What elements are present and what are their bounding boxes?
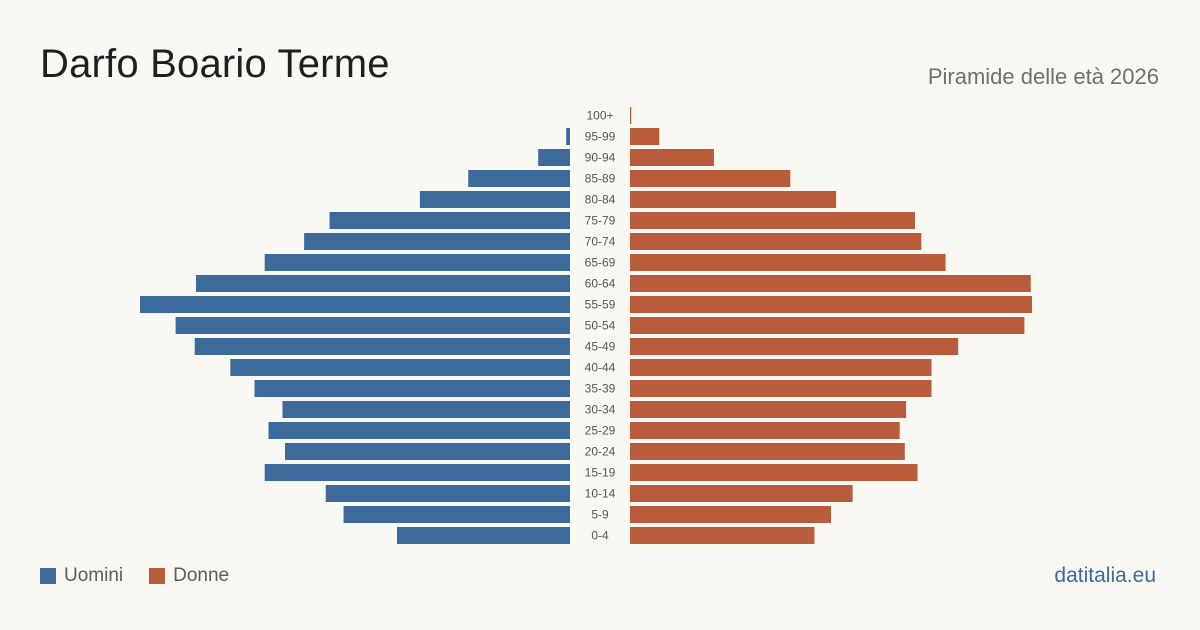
legend-label-women: Donne bbox=[173, 565, 230, 586]
age-group-label: 90-94 bbox=[585, 151, 616, 165]
legend-item-women: Donne bbox=[149, 565, 229, 587]
age-group-label: 10-14 bbox=[585, 487, 616, 501]
bar-women-75-79 bbox=[630, 212, 915, 229]
bar-women-90-94 bbox=[630, 149, 714, 166]
chart-subtitle: Piramide delle età 2026 bbox=[927, 64, 1159, 89]
bar-women-50-54 bbox=[630, 317, 1025, 334]
bar-men-35-39 bbox=[254, 380, 570, 397]
age-group-label: 5-9 bbox=[591, 508, 609, 522]
age-group-label: 45-49 bbox=[585, 340, 616, 354]
chart-legend: Uomini Donne bbox=[40, 565, 229, 587]
age-group-label: 40-44 bbox=[585, 361, 616, 375]
age-group-label: 55-59 bbox=[585, 298, 616, 312]
bar-men-60-64 bbox=[195, 275, 571, 292]
bar-men-25-29 bbox=[268, 422, 570, 439]
bar-men-85-89 bbox=[468, 170, 570, 187]
bar-women-5-9 bbox=[630, 506, 832, 523]
bar-women-45-49 bbox=[630, 338, 959, 355]
age-group-label: 25-29 bbox=[585, 424, 616, 438]
page-title: Darfo Boario Terme bbox=[40, 42, 390, 86]
bar-men-90-94 bbox=[538, 149, 570, 166]
bar-women-80-84 bbox=[630, 191, 837, 208]
legend-swatch-women bbox=[149, 568, 166, 584]
brand-link[interactable]: datitalia.eu bbox=[1054, 564, 1156, 587]
bar-men-70-74 bbox=[304, 233, 570, 250]
age-group-label: 65-69 bbox=[585, 256, 616, 270]
bar-men-5-9 bbox=[343, 506, 570, 523]
age-group-label: 50-54 bbox=[585, 319, 616, 333]
bar-women-40-44 bbox=[630, 359, 932, 376]
bar-men-15-19 bbox=[264, 464, 570, 481]
bar-men-10-14 bbox=[325, 485, 570, 502]
legend-swatch-men bbox=[40, 568, 56, 584]
bar-women-65-69 bbox=[630, 254, 946, 271]
bar-men-80-84 bbox=[419, 191, 570, 208]
bar-women-15-19 bbox=[630, 464, 918, 481]
bar-women-85-89 bbox=[630, 170, 791, 187]
bar-men-45-49 bbox=[194, 338, 570, 355]
bar-women-20-24 bbox=[630, 443, 905, 460]
bar-men-95-99 bbox=[566, 128, 570, 145]
age-group-label: 30-34 bbox=[585, 403, 616, 417]
legend-item-men: Uomini bbox=[40, 565, 123, 587]
bar-women-30-34 bbox=[630, 401, 907, 418]
legend-label-men: Uomini bbox=[64, 565, 124, 586]
bar-men-40-44 bbox=[230, 359, 570, 376]
age-group-label: 15-19 bbox=[585, 466, 616, 480]
bar-women-10-14 bbox=[630, 485, 853, 502]
age-group-label: 80-84 bbox=[585, 193, 616, 207]
bar-women-70-74 bbox=[630, 233, 922, 250]
bar-women-60-64 bbox=[630, 275, 1031, 292]
age-group-label: 35-39 bbox=[585, 382, 616, 396]
age-group-label: 70-74 bbox=[585, 235, 616, 249]
age-group-label: 100+ bbox=[586, 109, 613, 123]
bar-women-95-99 bbox=[630, 128, 660, 145]
bar-men-55-59 bbox=[140, 296, 570, 313]
bar-women-55-59 bbox=[630, 296, 1033, 313]
bar-women-35-39 bbox=[630, 380, 932, 397]
bar-women-100+ bbox=[630, 107, 632, 124]
age-group-label: 20-24 bbox=[585, 445, 616, 459]
bar-men-50-54 bbox=[175, 317, 570, 334]
bar-men-20-24 bbox=[285, 443, 570, 460]
age-group-label: 0-4 bbox=[591, 529, 609, 543]
age-group-label: 60-64 bbox=[585, 277, 616, 291]
age-group-label: 75-79 bbox=[585, 214, 616, 228]
age-group-label: 95-99 bbox=[585, 130, 616, 144]
bar-men-75-79 bbox=[329, 212, 570, 229]
bar-men-30-34 bbox=[282, 401, 570, 418]
bar-men-0-4 bbox=[396, 527, 570, 544]
bar-women-0-4 bbox=[630, 527, 815, 544]
bar-women-25-29 bbox=[630, 422, 900, 439]
age-group-label: 85-89 bbox=[585, 172, 616, 186]
bar-men-65-69 bbox=[264, 254, 570, 271]
